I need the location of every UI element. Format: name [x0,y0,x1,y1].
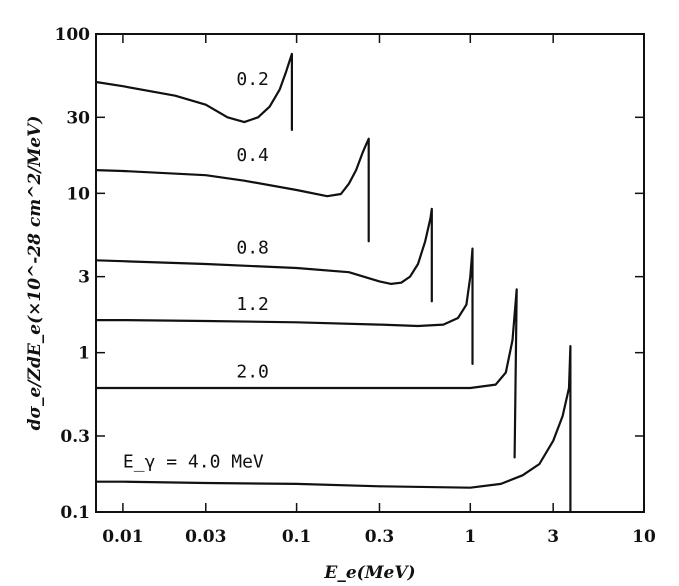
x-tick-label: 10 [632,527,656,547]
curve-label: 0.8 [236,237,269,258]
y-tick-label: 10 [66,184,90,204]
series-4.0-line [94,345,572,514]
y-tick-label: 0.1 [60,503,90,523]
series-0.4-line [94,137,370,243]
curve-label: 1.2 [236,294,269,315]
x-tick-label: 0.03 [185,527,226,547]
curve-label: 0.2 [236,69,269,90]
series-curves [94,52,572,514]
y-tick-label: 0.3 [60,427,90,447]
curve-label: 2.0 [236,361,269,382]
y-tick-label: 30 [66,108,90,128]
x-tick-label: 0.3 [365,527,395,547]
curve-labels: 0.2 0.4 0.8 1.2 2.0 E_γ = 4.0 MeV [123,69,269,473]
x-tick-label: 3 [547,527,559,547]
x-ticks: 0.01 0.03 0.1 0.3 1 3 10 [102,34,656,547]
series-0.8-line [94,207,433,303]
curve-label: 0.4 [236,145,269,166]
x-axis-title: E_e(MeV) [323,563,415,583]
x-tick-label: 0.01 [102,527,143,547]
plot-frame [95,33,645,513]
y-tick-label: 100 [55,25,91,45]
series-1.2-line [94,247,474,365]
series-0.2-line [94,52,293,131]
x-tick-label: 0.1 [282,527,312,547]
y-ticks: 0.1 0.3 1 3 10 30 100 [55,25,644,523]
y-tick-label: 1 [78,344,90,364]
curve-label: E_γ = 4.0 MeV [123,452,264,473]
x-tick-label: 1 [464,527,476,547]
series-2.0-line [94,288,518,459]
y-tick-label: 3 [78,268,90,288]
y-axis-title: dσ_e/ZdE_e(×10^-28 cm^2/MeV) [25,116,45,431]
